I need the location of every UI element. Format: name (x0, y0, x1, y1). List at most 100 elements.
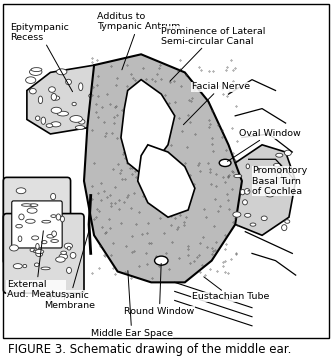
Ellipse shape (67, 267, 72, 273)
Ellipse shape (59, 254, 68, 259)
Ellipse shape (51, 93, 56, 100)
Ellipse shape (60, 216, 65, 222)
Ellipse shape (33, 250, 38, 253)
Ellipse shape (91, 124, 98, 127)
Text: Middle Ear Space: Middle Ear Space (91, 271, 173, 337)
Ellipse shape (32, 236, 39, 240)
Ellipse shape (244, 189, 250, 194)
Ellipse shape (34, 263, 39, 266)
Ellipse shape (36, 116, 40, 121)
Ellipse shape (64, 243, 73, 249)
Ellipse shape (276, 173, 282, 178)
Text: Epitympanic
Recess: Epitympanic Recess (10, 23, 73, 92)
Ellipse shape (61, 251, 67, 254)
Text: FIGURE 3. Schematic drawing of the middle ear.: FIGURE 3. Schematic drawing of the middl… (8, 343, 292, 356)
FancyBboxPatch shape (12, 201, 62, 248)
Ellipse shape (56, 214, 60, 220)
Ellipse shape (219, 159, 231, 167)
Polygon shape (27, 65, 128, 134)
Text: Oval Window: Oval Window (227, 130, 300, 161)
Polygon shape (138, 145, 195, 217)
Ellipse shape (79, 83, 83, 90)
Ellipse shape (70, 252, 76, 258)
Ellipse shape (26, 219, 35, 223)
Ellipse shape (18, 236, 22, 241)
Text: Promontory
Basal Turn
of Cochlea: Promontory Basal Turn of Cochlea (248, 166, 307, 196)
Ellipse shape (102, 98, 107, 105)
Ellipse shape (26, 77, 36, 83)
Ellipse shape (99, 90, 106, 93)
Text: Additus to
Tympanic Antrum: Additus to Tympanic Antrum (97, 12, 181, 70)
Ellipse shape (30, 88, 36, 94)
Ellipse shape (49, 87, 55, 92)
Ellipse shape (246, 164, 250, 169)
Ellipse shape (47, 235, 54, 238)
Ellipse shape (75, 126, 85, 129)
Ellipse shape (51, 107, 61, 113)
Ellipse shape (16, 224, 23, 228)
FancyBboxPatch shape (3, 214, 84, 293)
Ellipse shape (240, 189, 245, 195)
Ellipse shape (19, 214, 24, 220)
FancyBboxPatch shape (3, 177, 71, 264)
Ellipse shape (36, 244, 39, 249)
Ellipse shape (78, 119, 85, 124)
Ellipse shape (51, 122, 61, 127)
Ellipse shape (72, 102, 76, 106)
Ellipse shape (51, 240, 58, 243)
Ellipse shape (103, 111, 110, 118)
Ellipse shape (41, 267, 50, 270)
Ellipse shape (31, 68, 42, 72)
Ellipse shape (155, 256, 168, 265)
Ellipse shape (70, 115, 82, 122)
Ellipse shape (97, 115, 103, 119)
Text: External
Aud. Meatus: External Aud. Meatus (7, 231, 66, 299)
Ellipse shape (265, 192, 274, 197)
Ellipse shape (52, 96, 60, 100)
Ellipse shape (280, 170, 284, 173)
Ellipse shape (42, 220, 51, 223)
Text: Round Window: Round Window (124, 264, 195, 316)
Polygon shape (222, 145, 296, 235)
Ellipse shape (245, 213, 251, 217)
Ellipse shape (250, 223, 256, 226)
Ellipse shape (30, 248, 34, 252)
Ellipse shape (256, 182, 263, 185)
Ellipse shape (274, 163, 281, 167)
Ellipse shape (30, 68, 42, 75)
Ellipse shape (13, 264, 22, 269)
Ellipse shape (261, 216, 267, 220)
Ellipse shape (29, 204, 38, 207)
Ellipse shape (282, 225, 287, 231)
Ellipse shape (41, 117, 46, 125)
Polygon shape (121, 80, 175, 174)
Ellipse shape (67, 247, 71, 250)
Ellipse shape (51, 215, 56, 218)
Polygon shape (84, 54, 242, 282)
Ellipse shape (89, 93, 99, 98)
Ellipse shape (23, 264, 27, 268)
Ellipse shape (22, 204, 31, 206)
Ellipse shape (35, 249, 44, 254)
Text: Facial Nerve: Facial Nerve (183, 83, 250, 125)
Text: Prominence of Lateral
Semi-circular Canal: Prominence of Lateral Semi-circular Cana… (161, 26, 266, 81)
Ellipse shape (233, 212, 241, 217)
Ellipse shape (16, 188, 26, 194)
Ellipse shape (285, 150, 291, 156)
Ellipse shape (32, 283, 38, 287)
Ellipse shape (52, 231, 56, 237)
Ellipse shape (36, 252, 43, 257)
Ellipse shape (57, 111, 69, 116)
Ellipse shape (46, 124, 53, 127)
Ellipse shape (285, 220, 290, 223)
Ellipse shape (56, 69, 67, 75)
Ellipse shape (9, 245, 18, 251)
Ellipse shape (51, 193, 56, 200)
Ellipse shape (234, 174, 242, 178)
Ellipse shape (243, 200, 247, 205)
Ellipse shape (56, 257, 65, 262)
Ellipse shape (104, 71, 114, 79)
Ellipse shape (38, 96, 43, 104)
Ellipse shape (27, 208, 37, 213)
Ellipse shape (276, 153, 283, 157)
